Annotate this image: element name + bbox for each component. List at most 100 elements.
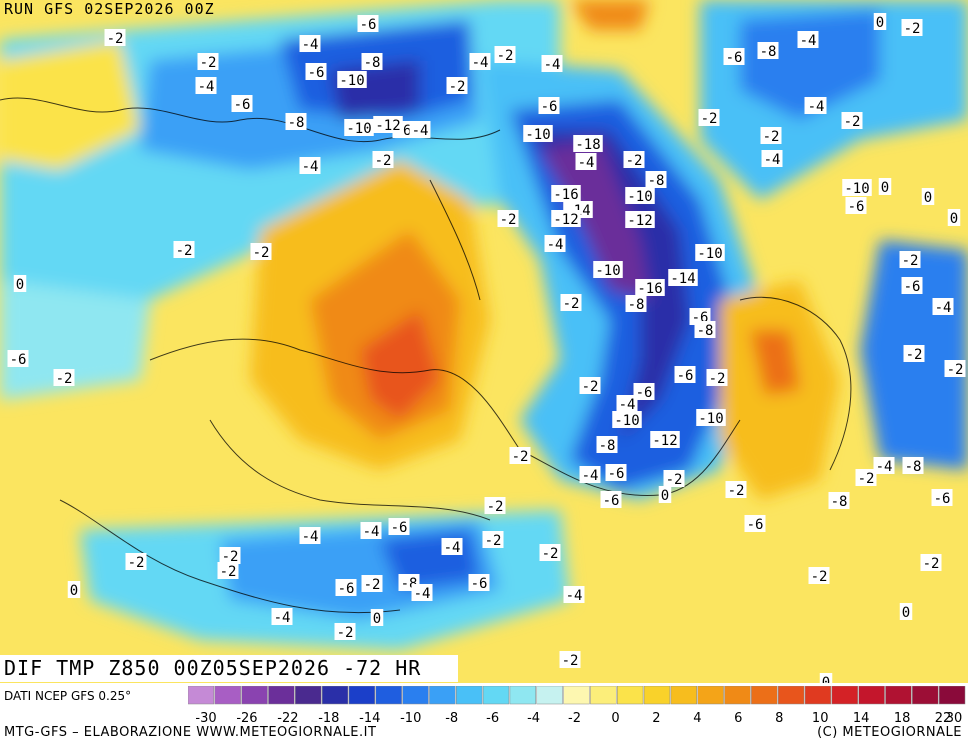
contour-label: -6	[335, 579, 357, 597]
legend-tick-label: -2	[568, 711, 581, 726]
svg-text:-6: -6	[360, 17, 377, 33]
legend-tick-label: -22	[277, 711, 298, 726]
contour-label: -10	[625, 187, 655, 205]
svg-text:-4: -4	[302, 37, 319, 53]
svg-text:0: 0	[16, 277, 24, 293]
svg-text:-4: -4	[302, 529, 319, 545]
contour-label: -12	[373, 116, 403, 134]
contour-label: -10	[842, 179, 872, 197]
legend-swatch	[938, 686, 966, 705]
svg-text:-10: -10	[346, 121, 371, 137]
svg-text:-4: -4	[764, 152, 781, 168]
svg-text:-2: -2	[497, 48, 514, 64]
legend-swatch	[188, 686, 215, 705]
svg-text:-8: -8	[905, 459, 922, 475]
svg-text:-6: -6	[541, 99, 558, 115]
contour-label: -2	[855, 469, 877, 487]
contour-label: -2	[217, 562, 239, 580]
contour-label: -4	[761, 150, 783, 168]
contour-label: 0	[921, 188, 935, 206]
legend-tick-label: 0	[611, 711, 619, 726]
svg-text:-6: -6	[471, 576, 488, 592]
svg-text:-4: -4	[544, 57, 561, 73]
contour-label: -4	[409, 121, 431, 139]
svg-text:-2: -2	[666, 472, 683, 488]
svg-text:-10: -10	[595, 263, 620, 279]
contour-label: -6	[600, 491, 622, 509]
svg-text:0: 0	[881, 180, 889, 196]
contour-label: -2	[725, 481, 747, 499]
contour-label: -4	[469, 53, 491, 71]
contour-label: -4	[299, 35, 321, 53]
anomaly-field	[0, 0, 968, 650]
svg-text:0: 0	[661, 488, 669, 504]
svg-text:-8: -8	[831, 494, 848, 510]
footer: DATI NCEP GFS 0.25° -30 -26 -22 -18 -14 -10 -8…	[0, 683, 968, 745]
contour-label: 0	[878, 178, 892, 196]
contour-label: -10	[344, 119, 374, 137]
contour-label: -2	[361, 575, 383, 593]
contour-label: -2	[579, 377, 601, 395]
legend-tick-label: -30	[195, 711, 216, 726]
svg-text:-2: -2	[56, 371, 73, 387]
svg-text:0: 0	[822, 675, 830, 683]
svg-text:-4: -4	[412, 123, 429, 139]
svg-text:0: 0	[876, 15, 884, 31]
legend-swatch	[858, 686, 885, 705]
contour-label: -10	[337, 71, 367, 89]
contour-label: -2	[484, 497, 506, 515]
svg-text:-2: -2	[487, 499, 504, 515]
contour-label: -12	[551, 210, 581, 228]
contour-label: -16	[551, 185, 581, 203]
contour-label: -2	[920, 554, 942, 572]
svg-text:-2: -2	[485, 533, 502, 549]
contour-label: 0	[67, 581, 81, 599]
svg-text:-6: -6	[726, 50, 743, 66]
svg-text:-2: -2	[512, 449, 529, 465]
contour-label: 0	[370, 609, 384, 627]
legend-swatch	[777, 686, 805, 705]
svg-text:-2: -2	[364, 577, 381, 593]
svg-text:-16: -16	[553, 187, 578, 203]
svg-text:-4: -4	[198, 79, 215, 95]
contour-label: -6	[7, 350, 29, 368]
legend-tick-label: 18	[894, 711, 911, 726]
svg-text:-2: -2	[176, 243, 193, 259]
svg-text:-4: -4	[302, 159, 319, 175]
svg-text:-2: -2	[375, 153, 392, 169]
svg-text:-4: -4	[472, 55, 489, 71]
svg-text:-12: -12	[652, 433, 677, 449]
legend-swatch	[643, 686, 671, 705]
contour-label: -6	[723, 48, 745, 66]
temperature-anomaly-map: -2-6-4-2-4-6-8-10 -2-4 -2-4-6-8 -6 -4-2-4-10…	[0, 0, 968, 683]
contour-label: -6	[357, 15, 379, 33]
svg-text:-6: -6	[338, 581, 355, 597]
contour-label: -6	[468, 574, 490, 592]
svg-text:-2: -2	[562, 653, 579, 669]
contour-label: 0	[899, 603, 913, 621]
svg-text:-6: -6	[904, 279, 921, 295]
contour-label: -2	[509, 447, 531, 465]
svg-text:-8: -8	[648, 173, 665, 189]
svg-text:-6: -6	[10, 352, 27, 368]
svg-text:-2: -2	[107, 31, 124, 47]
legend-tick-label: 8	[775, 711, 783, 726]
contour-label: -8	[902, 457, 924, 475]
legend-tick-label: 4	[693, 711, 701, 726]
legend-tick-label: -26	[236, 711, 257, 726]
credit-right: (C) METEOGIORNALE	[817, 725, 962, 740]
contour-label: -10	[523, 125, 553, 143]
contour-label: -8	[645, 171, 667, 189]
contour-label: 0	[819, 673, 833, 683]
contour-label: -2	[841, 112, 863, 130]
legend-swatch	[268, 686, 295, 705]
svg-text:-4: -4	[619, 397, 636, 413]
contour-label: -2	[623, 151, 645, 169]
legend-swatch	[831, 686, 858, 705]
svg-text:-2: -2	[128, 555, 145, 571]
legend-tick-label: 10	[812, 711, 829, 726]
svg-text:-6: -6	[391, 520, 408, 536]
svg-text:-6: -6	[636, 385, 653, 401]
svg-text:-2: -2	[500, 212, 517, 228]
legend-swatch	[563, 686, 590, 705]
